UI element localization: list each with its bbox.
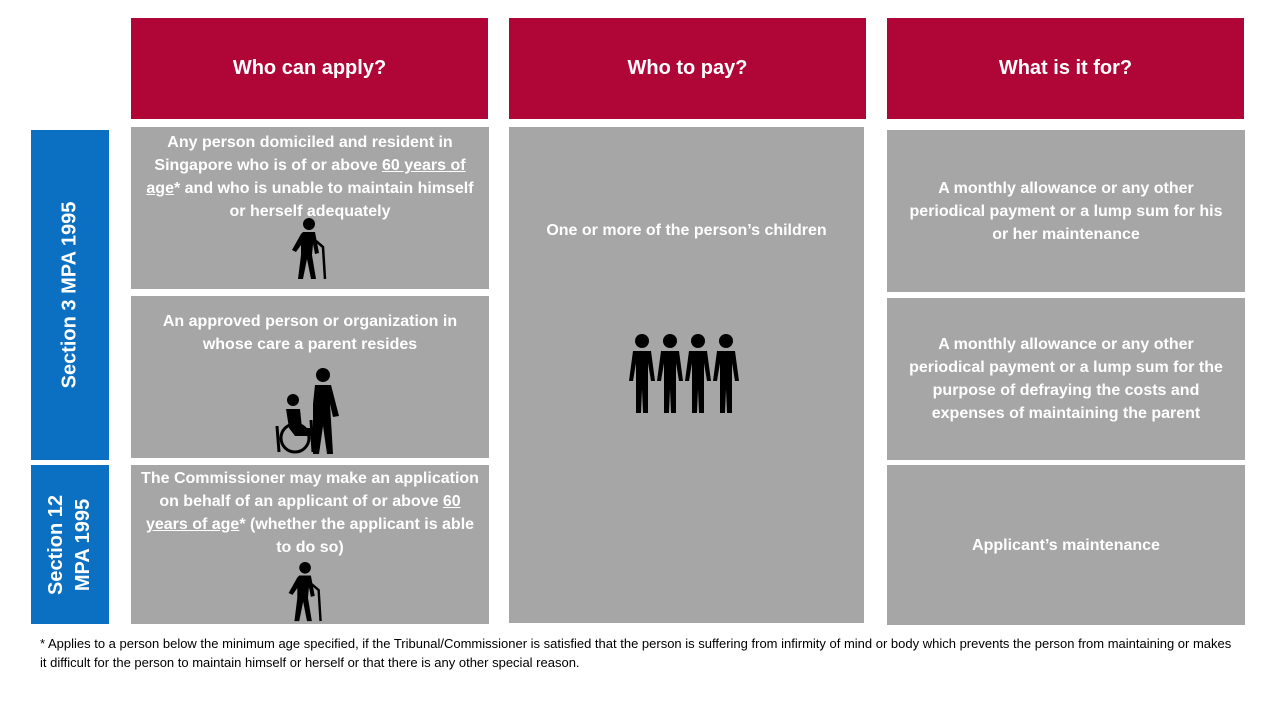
apply-text-3-b: * (whether the applicant is able to do s… (239, 516, 475, 556)
purpose-cell-2: A monthly allowance or any other periodi… (887, 298, 1245, 460)
apply-text-1: Any person domiciled and resident in Sin… (146, 134, 473, 220)
pay-text: One or more of the person’s children (546, 222, 827, 239)
section-3-label: Section 3 MPA 1995 (31, 130, 109, 460)
header-label: Who can apply? (232, 57, 387, 79)
purpose-text-3: Applicant’s maintenance (972, 536, 1160, 554)
footnote: * Applies to a person below the minimum … (40, 636, 1232, 670)
purpose-text-2: A monthly allowance or any other periodi… (909, 336, 1223, 422)
header-what-is-it-for: What is it for? (887, 18, 1244, 119)
apply-text-3-a: The Commissioner may make an application… (141, 470, 479, 510)
apply-text-3-underline: 60 years of age (145, 493, 461, 533)
section-12-label: Section 12 MPA 1995 (31, 465, 109, 624)
apply-cell-3: The Commissioner may make an application… (131, 465, 489, 624)
apply-cell-1: Any person domiciled and resident in Sin… (131, 127, 489, 289)
apply-text-3: The Commissioner may make an application… (141, 470, 479, 556)
apply-text-2: An approved person or organization in wh… (162, 313, 458, 353)
header-who-to-pay: Who to pay? (509, 18, 866, 119)
purpose-cell-1: A monthly allowance or any other periodi… (887, 130, 1245, 292)
pay-cell: One or more of the person’s children (509, 127, 864, 623)
apply-text-1-b: * and who is unable to maintain himself … (173, 180, 474, 220)
section-3-text: Section 3 MPA 1995 (58, 201, 81, 389)
elderly-person-icon (292, 218, 327, 280)
family-children-icon (629, 334, 739, 413)
apply-cell-2: An approved person or organization in wh… (131, 296, 489, 458)
section-12-text-line2: MPA 1995 (72, 498, 94, 591)
header-label: Who to pay? (627, 57, 748, 79)
purpose-text-1: A monthly allowance or any other periodi… (909, 179, 1223, 243)
caregiver-wheelchair-icon (275, 368, 339, 454)
header-label: What is it for? (998, 57, 1133, 79)
apply-text-1-underline: 60 years of age (146, 157, 466, 197)
header-who-can-apply: Who can apply? (131, 18, 488, 119)
section-12-text-line1: Section 12 (45, 494, 67, 595)
elderly-person-icon (288, 561, 322, 622)
apply-text-1-a: Any person domiciled and resident in Sin… (154, 134, 453, 174)
purpose-cell-3: Applicant’s maintenance (887, 465, 1245, 625)
